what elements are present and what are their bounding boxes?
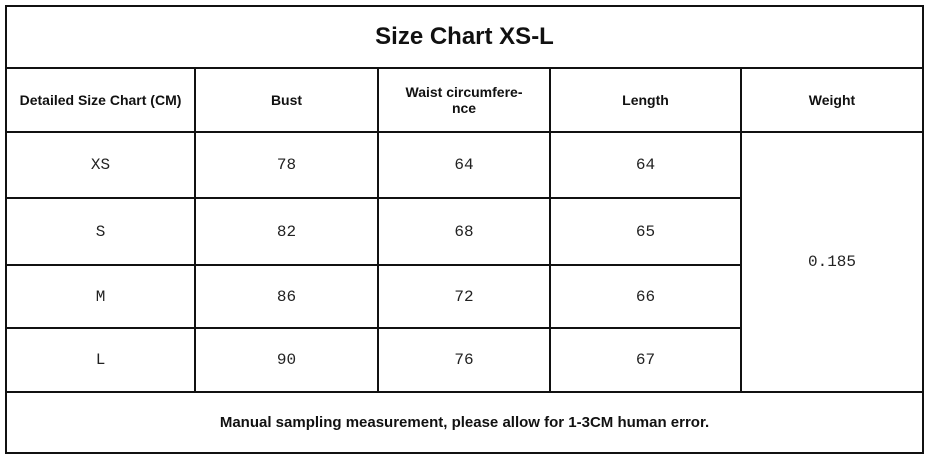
bust-cell: 90 — [194, 327, 379, 393]
size-chart-table: Size Chart XS-L Detailed Size Chart (CM)… — [5, 5, 924, 454]
header-weight: Weight — [740, 67, 924, 133]
length-cell: 64 — [549, 131, 742, 199]
size-cell: M — [5, 264, 196, 329]
table-row: XS 78 64 64 0.185 — [5, 131, 924, 393]
size-cell: L — [5, 327, 196, 393]
size-cell: S — [5, 197, 196, 266]
header-waist: Waist circumfere-nce — [377, 67, 551, 133]
length-cell: 66 — [549, 264, 742, 329]
bust-cell: 82 — [194, 197, 379, 266]
waist-cell: 64 — [377, 131, 551, 199]
size-cell: XS — [5, 131, 196, 199]
footer-note: Manual sampling measurement, please allo… — [5, 391, 924, 454]
waist-cell: 68 — [377, 197, 551, 266]
waist-cell: 72 — [377, 264, 551, 329]
bust-cell: 78 — [194, 131, 379, 199]
table-row: M 86 72 66 — [5, 264, 923, 329]
length-cell: 67 — [549, 327, 742, 393]
header-length: Length — [549, 67, 742, 133]
header-bust: Bust — [194, 67, 379, 133]
waist-cell: 76 — [377, 327, 551, 393]
bust-cell: 86 — [194, 264, 379, 329]
weight-cell: 0.185 — [740, 131, 924, 393]
table-row: L 90 76 67 — [5, 327, 923, 393]
table-row: S 82 68 65 — [5, 197, 923, 266]
header-size: Detailed Size Chart (CM) — [5, 67, 196, 133]
header-row: Detailed Size Chart (CM) Bust Waist circ… — [5, 67, 924, 133]
table-title: Size Chart XS-L — [5, 5, 924, 69]
length-cell: 65 — [549, 197, 742, 266]
